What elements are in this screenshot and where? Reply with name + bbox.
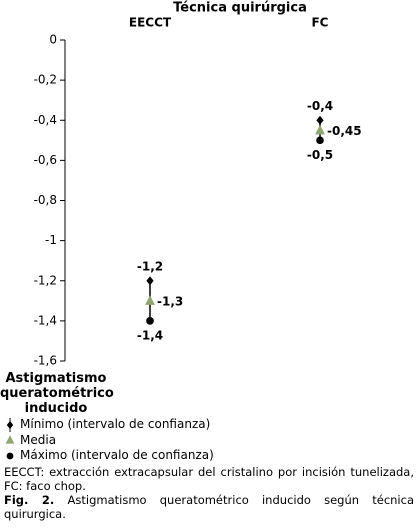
point: [146, 317, 154, 325]
y-tick-label: -0,4: [34, 113, 57, 127]
legend-icon: [6, 417, 14, 432]
legend-item: Máximo (intervalo de confianza): [4, 448, 214, 464]
point: [315, 124, 325, 135]
legend-label: Mínimo (intervalo de confianza): [20, 417, 211, 431]
chart: Técnica quirúrgica 0 -0,2 -0,4 -0,6 -0,8 -1 -1…: [34, 1, 362, 368]
y-tick-label: -1: [45, 233, 57, 247]
legend-label: Máximo (intervalo de confianza): [20, 448, 214, 462]
point: [146, 276, 154, 286]
legend: Mínimo (intervalo de confianza) Media Máxi…: [4, 417, 214, 464]
figure-text: Astigmatismo queratométrico inducido seg…: [4, 493, 415, 521]
data-label: -0,5: [307, 148, 333, 162]
x-category-label: EECCT: [129, 16, 172, 30]
chart-title: Técnica quirúrgica: [173, 1, 307, 16]
point: [316, 136, 324, 145]
y-tick-label: -0,8: [34, 193, 57, 207]
data-label: -1,2: [137, 259, 163, 273]
legend-marker: [5, 435, 15, 444]
legend-label: Media: [20, 432, 57, 447]
x-category-label: FC: [311, 16, 328, 30]
data-label: -1,4: [137, 328, 163, 342]
y-tick-label: -0,6: [34, 153, 57, 167]
data-label: -0,45: [327, 124, 362, 138]
figure-label: Fig. 2.: [4, 493, 55, 507]
y-tick-label: -1,6: [34, 354, 57, 368]
caption: EECCT: extracción extracapsular del cris…: [4, 465, 414, 521]
point: [145, 295, 155, 305]
legend-icon: [6, 452, 14, 460]
y-tick-label: 0: [49, 33, 57, 47]
point: [316, 115, 324, 125]
legend-item: Media: [4, 433, 214, 449]
y-axis-title: Astigmatismo queratométrico inducido: [0, 371, 114, 416]
legend-marker: [6, 452, 14, 460]
caption-note: EECCT: extracción extracapsular del cris…: [4, 465, 414, 493]
legend-item: Mínimo (intervalo de confianza): [4, 417, 214, 433]
caption-figure: Fig. 2. Astigmatismo queratométrico indu…: [4, 493, 414, 521]
data-label: -1,3: [157, 294, 183, 308]
legend-icon: [5, 435, 15, 444]
y-tick-label: -0,2: [34, 73, 57, 87]
y-tick-label: -1,4: [34, 313, 57, 327]
legend-marker: [6, 420, 14, 429]
y-tick-label: -1,2: [34, 273, 57, 287]
data-label: -0,4: [307, 99, 333, 113]
